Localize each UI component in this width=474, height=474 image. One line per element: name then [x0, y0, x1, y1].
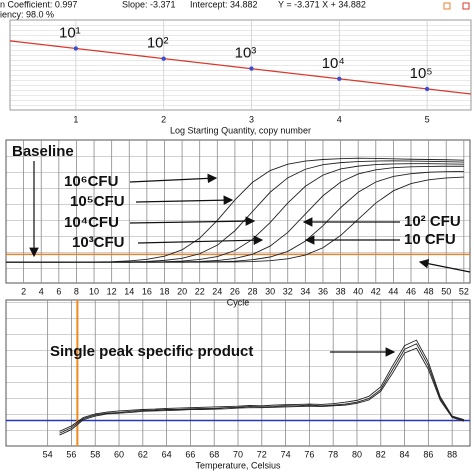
x-tick-label: 18: [159, 286, 169, 296]
point: [161, 56, 166, 61]
header-text: iency: 98.0 %: [0, 9, 54, 19]
header-text: n Coefficient: 0.997: [0, 0, 77, 9]
annotation: 10² CFU: [404, 213, 461, 230]
arrow: [129, 216, 256, 226]
point-label: 10³: [235, 45, 257, 62]
series-line: [59, 343, 465, 434]
x-tick-label: 44: [388, 286, 398, 296]
legend-icon: [443, 2, 451, 10]
x-tick-label: 46: [406, 286, 416, 296]
x-tick-label: 48: [424, 286, 434, 296]
point-label: 10⁴: [322, 55, 345, 72]
x-tick-label: 14: [124, 286, 134, 296]
x-tick-label: 20: [177, 286, 187, 296]
x-tick-label: 62: [138, 449, 148, 459]
x-tick-label: 54: [43, 449, 53, 459]
x-tick-label: 56: [66, 449, 76, 459]
x-tick-label: 4: [337, 114, 342, 124]
x-tick-label: 66: [185, 449, 195, 459]
x-tick-label: 26: [230, 286, 240, 296]
arrow: [137, 235, 264, 246]
x-tick-label: 22: [195, 286, 205, 296]
annotation: 10 CFU: [404, 231, 456, 248]
x-tick-label: 80: [352, 449, 362, 459]
annotation: 10³CFU: [72, 234, 125, 251]
x-tick-label: 86: [423, 449, 433, 459]
x-tick-label: 12: [107, 286, 117, 296]
x-tick-label: 88: [447, 449, 457, 459]
fit-line: [9, 40, 472, 95]
x-tick-label: 30: [265, 286, 275, 296]
x-tick-label: 38: [336, 286, 346, 296]
point-label: 10⁵: [410, 65, 433, 82]
point: [337, 76, 342, 82]
x-tick-label: 32: [283, 286, 293, 296]
header-text: Intercept: 34.882: [190, 0, 258, 9]
x-tick-label: 50: [441, 286, 451, 296]
point-label: 10²: [147, 35, 169, 52]
annotations: n Coefficient: 0.997 Slope: -3.371 Inter…: [0, 0, 471, 360]
x-tick-label: 5: [425, 114, 430, 124]
x-tick-label: 1: [73, 114, 78, 124]
annotation: Single peak specific product: [50, 343, 253, 360]
x-tick-label: 40: [353, 286, 363, 296]
x-tick-label: 76: [304, 449, 314, 459]
x-tick-label: 84: [400, 449, 410, 459]
header-text: Y = -3.371 X + 34.882: [278, 0, 366, 9]
arrow: [418, 258, 471, 273]
annotation: 10⁵CFU: [70, 193, 125, 210]
arrow: [129, 173, 218, 184]
x-tick-label: 82: [376, 449, 386, 459]
x-tick-label: 2: [21, 286, 26, 296]
annotation: 10⁴CFU: [64, 214, 119, 231]
point-label: 10¹: [59, 24, 81, 41]
x-tick-label: 6: [56, 286, 61, 296]
x-tick-label: 74: [281, 449, 291, 459]
x-tick-label: 78: [328, 449, 338, 459]
point: [73, 46, 79, 51]
x-axis-label: Temperature, Celsius: [195, 460, 281, 470]
annotation: 10⁶CFU: [64, 173, 118, 190]
series-line: [59, 347, 465, 436]
x-tick-label: 36: [318, 286, 328, 296]
x-tick-label: 4: [39, 286, 44, 296]
series-line: [59, 339, 465, 432]
header-text: Slope: -3.371: [122, 0, 176, 9]
x-tick-label: 8: [74, 286, 79, 296]
x-tick-label: 70: [233, 449, 243, 459]
x-tick-label: 60: [114, 449, 124, 459]
point: [249, 66, 254, 71]
x-tick-label: 64: [162, 449, 172, 459]
legend-icon: [462, 2, 470, 10]
x-axis-label: Log Starting Quantity, copy number: [170, 125, 311, 135]
series-line: [6, 176, 464, 263]
x-tick-label: 2: [161, 114, 166, 124]
x-tick-label: 42: [371, 286, 381, 296]
x-tick-label: 28: [248, 286, 258, 296]
x-tick-label: 34: [300, 286, 310, 296]
x-tick-label: 58: [90, 449, 100, 459]
x-tick-label: 72: [257, 449, 267, 459]
x-tick-label: 68: [209, 449, 219, 459]
x-tick-label: 24: [212, 286, 222, 296]
plot-area: [9, 19, 472, 111]
x-tick-label: 52: [459, 286, 469, 296]
point: [424, 86, 430, 92]
arrow: [135, 195, 234, 205]
x-tick-label: 3: [249, 114, 254, 124]
annotation: Baseline: [12, 143, 74, 160]
x-tick-label: 16: [142, 286, 152, 296]
x-tick-label: 10: [89, 286, 99, 296]
